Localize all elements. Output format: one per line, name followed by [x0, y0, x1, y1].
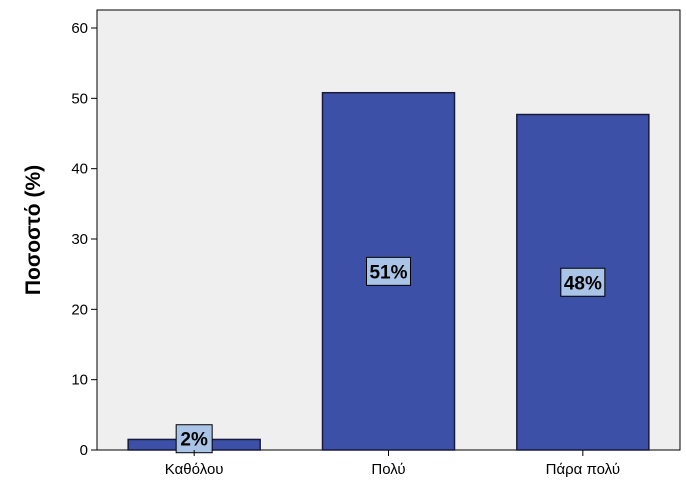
x-tick-label: Πάρα πολύ — [546, 461, 620, 478]
data-label: 48% — [564, 273, 602, 294]
y-tick-label: 40 — [71, 161, 88, 178]
data-label: 51% — [369, 262, 407, 283]
x-tick-label: Καθόλου — [165, 461, 224, 478]
y-axis-title: Ποσοστό (%) — [22, 165, 45, 295]
y-axis: 0 10 20 30 40 50 60 — [71, 20, 97, 459]
y-tick-label: 0 — [80, 442, 88, 459]
y-tick-label: 50 — [71, 90, 88, 107]
data-label-box — [366, 256, 411, 286]
data-label: 2% — [180, 430, 208, 451]
bars-group: 2% 51% 48% — [127, 91, 650, 454]
y-tick-label: 30 — [71, 231, 88, 248]
y-tick-label: 20 — [71, 301, 88, 318]
x-axis: Καθόλου Πολύ Πάρα πολύ — [165, 450, 620, 478]
x-tick-label: Πολύ — [371, 461, 405, 478]
data-label-box — [560, 267, 606, 297]
y-tick-label: 60 — [71, 20, 88, 37]
y-tick-label: 10 — [71, 372, 88, 389]
